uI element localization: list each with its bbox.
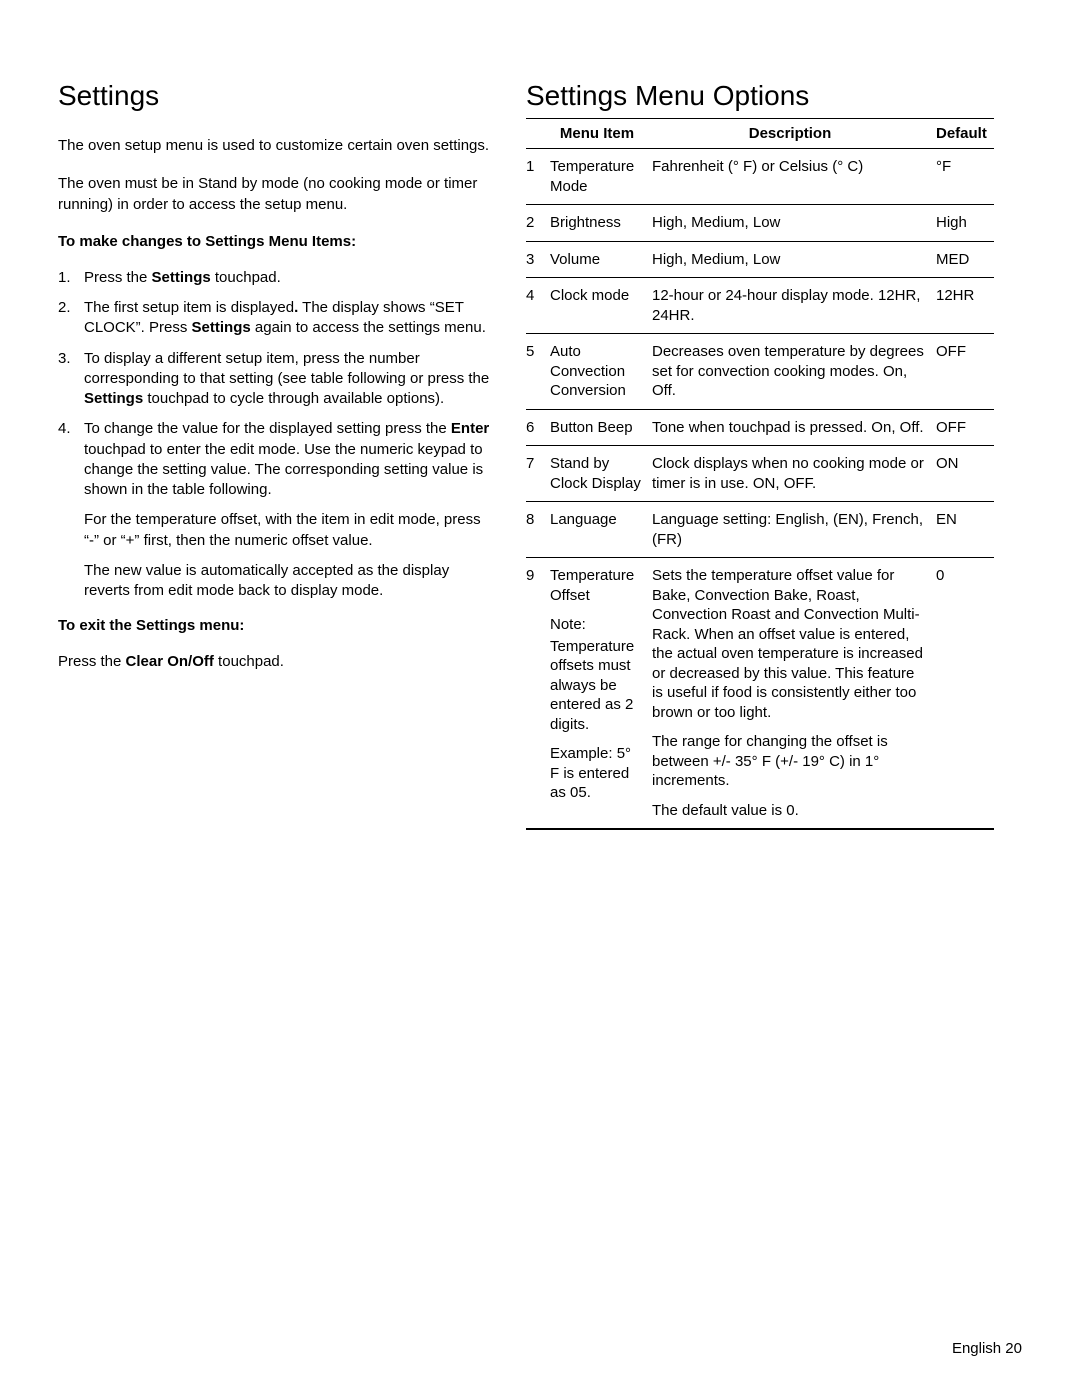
- row-default: OFF: [936, 342, 994, 401]
- row-description: 12-hour or 24-hour display mode. 12HR, 2…: [652, 286, 936, 325]
- header-description: Description: [652, 125, 936, 142]
- step-1: Press the Settings touchpad.: [58, 268, 494, 288]
- changes-subheading: To make changes to Settings Menu Items:: [58, 233, 494, 250]
- row-description: Tone when touchpad is pressed. On, Off.: [652, 418, 936, 438]
- row-number: 9: [526, 566, 550, 820]
- row-number: 7: [526, 454, 550, 493]
- row-item: Clock mode: [550, 286, 652, 325]
- row-description: High, Medium, Low: [652, 250, 936, 270]
- row-item: Auto Convection Conversion: [550, 342, 652, 401]
- row-default: 0: [936, 566, 994, 820]
- right-column: Settings Menu Options Menu Item Descript…: [526, 80, 994, 830]
- row-default: OFF: [936, 418, 994, 438]
- row-number: 5: [526, 342, 550, 401]
- row-description: High, Medium, Low: [652, 213, 936, 233]
- menu-options-heading: Settings Menu Options: [526, 80, 994, 112]
- row-number: 4: [526, 286, 550, 325]
- row-description: Decreases oven temperature by degrees se…: [652, 342, 936, 401]
- row-number: 2: [526, 213, 550, 233]
- table-header-row: Menu Item Description Default: [526, 119, 994, 149]
- row-item: Stand by Clock Display: [550, 454, 652, 493]
- step-4-extra-1: For the temperature offset, with the ite…: [58, 510, 494, 551]
- row-item: Temperature Offset Note: Temperature off…: [550, 566, 652, 820]
- intro-paragraph-2: The oven must be in Stand by mode (no co…: [58, 174, 494, 215]
- table-row: 1 Temperature Mode Fahrenheit (° F) or C…: [526, 149, 994, 205]
- row-default: High: [936, 213, 994, 233]
- steps-list: Press the Settings touchpad. The first s…: [58, 268, 494, 501]
- row-default: °F: [936, 157, 994, 196]
- table-row: 3 Volume High, Medium, Low MED: [526, 242, 994, 279]
- row-default: ON: [936, 454, 994, 493]
- exit-instruction: Press the Clear On/Off touchpad.: [58, 652, 494, 672]
- settings-heading: Settings: [58, 80, 494, 112]
- row-description: Language setting: English, (EN), French,…: [652, 510, 936, 549]
- exit-subheading: To exit the Settings menu:: [58, 617, 494, 634]
- row-default: MED: [936, 250, 994, 270]
- header-default: Default: [936, 125, 994, 142]
- table-row: 7 Stand by Clock Display Clock displays …: [526, 446, 994, 502]
- step-4: To change the value for the displayed se…: [58, 419, 494, 500]
- step-4-extra-2: The new value is automatically accepted …: [58, 561, 494, 602]
- row-number: 1: [526, 157, 550, 196]
- header-menu-item: Menu Item: [550, 125, 652, 142]
- row-description: Clock displays when no cooking mode or t…: [652, 454, 936, 493]
- row-description: Sets the temperature offset value for Ba…: [652, 566, 936, 820]
- row-item: Button Beep: [550, 418, 652, 438]
- row-default: EN: [936, 510, 994, 549]
- row-description: Fahrenheit (° F) or Celsius (° C): [652, 157, 936, 196]
- table-row: 9 Temperature Offset Note: Temperature o…: [526, 558, 994, 830]
- row-item: Temperature Mode: [550, 157, 652, 196]
- table-row: 2 Brightness High, Medium, Low High: [526, 205, 994, 242]
- table-row: 5 Auto Convection Conversion Decreases o…: [526, 334, 994, 410]
- step-3: To display a different setup item, press…: [58, 349, 494, 410]
- row-number: 8: [526, 510, 550, 549]
- page-footer: English 20: [952, 1340, 1022, 1357]
- table-row: 6 Button Beep Tone when touchpad is pres…: [526, 410, 994, 447]
- step-2: The first setup item is displayed. The d…: [58, 298, 494, 339]
- left-column: Settings The oven setup menu is used to …: [58, 80, 494, 830]
- row-item: Volume: [550, 250, 652, 270]
- row-default: 12HR: [936, 286, 994, 325]
- menu-options-table: Menu Item Description Default 1 Temperat…: [526, 118, 994, 830]
- row-item: Brightness: [550, 213, 652, 233]
- row-number: 6: [526, 418, 550, 438]
- table-row: 8 Language Language setting: English, (E…: [526, 502, 994, 558]
- table-row: 4 Clock mode 12-hour or 24-hour display …: [526, 278, 994, 334]
- row-item: Language: [550, 510, 652, 549]
- header-number: [526, 125, 550, 142]
- row-number: 3: [526, 250, 550, 270]
- intro-paragraph-1: The oven setup menu is used to customize…: [58, 136, 494, 156]
